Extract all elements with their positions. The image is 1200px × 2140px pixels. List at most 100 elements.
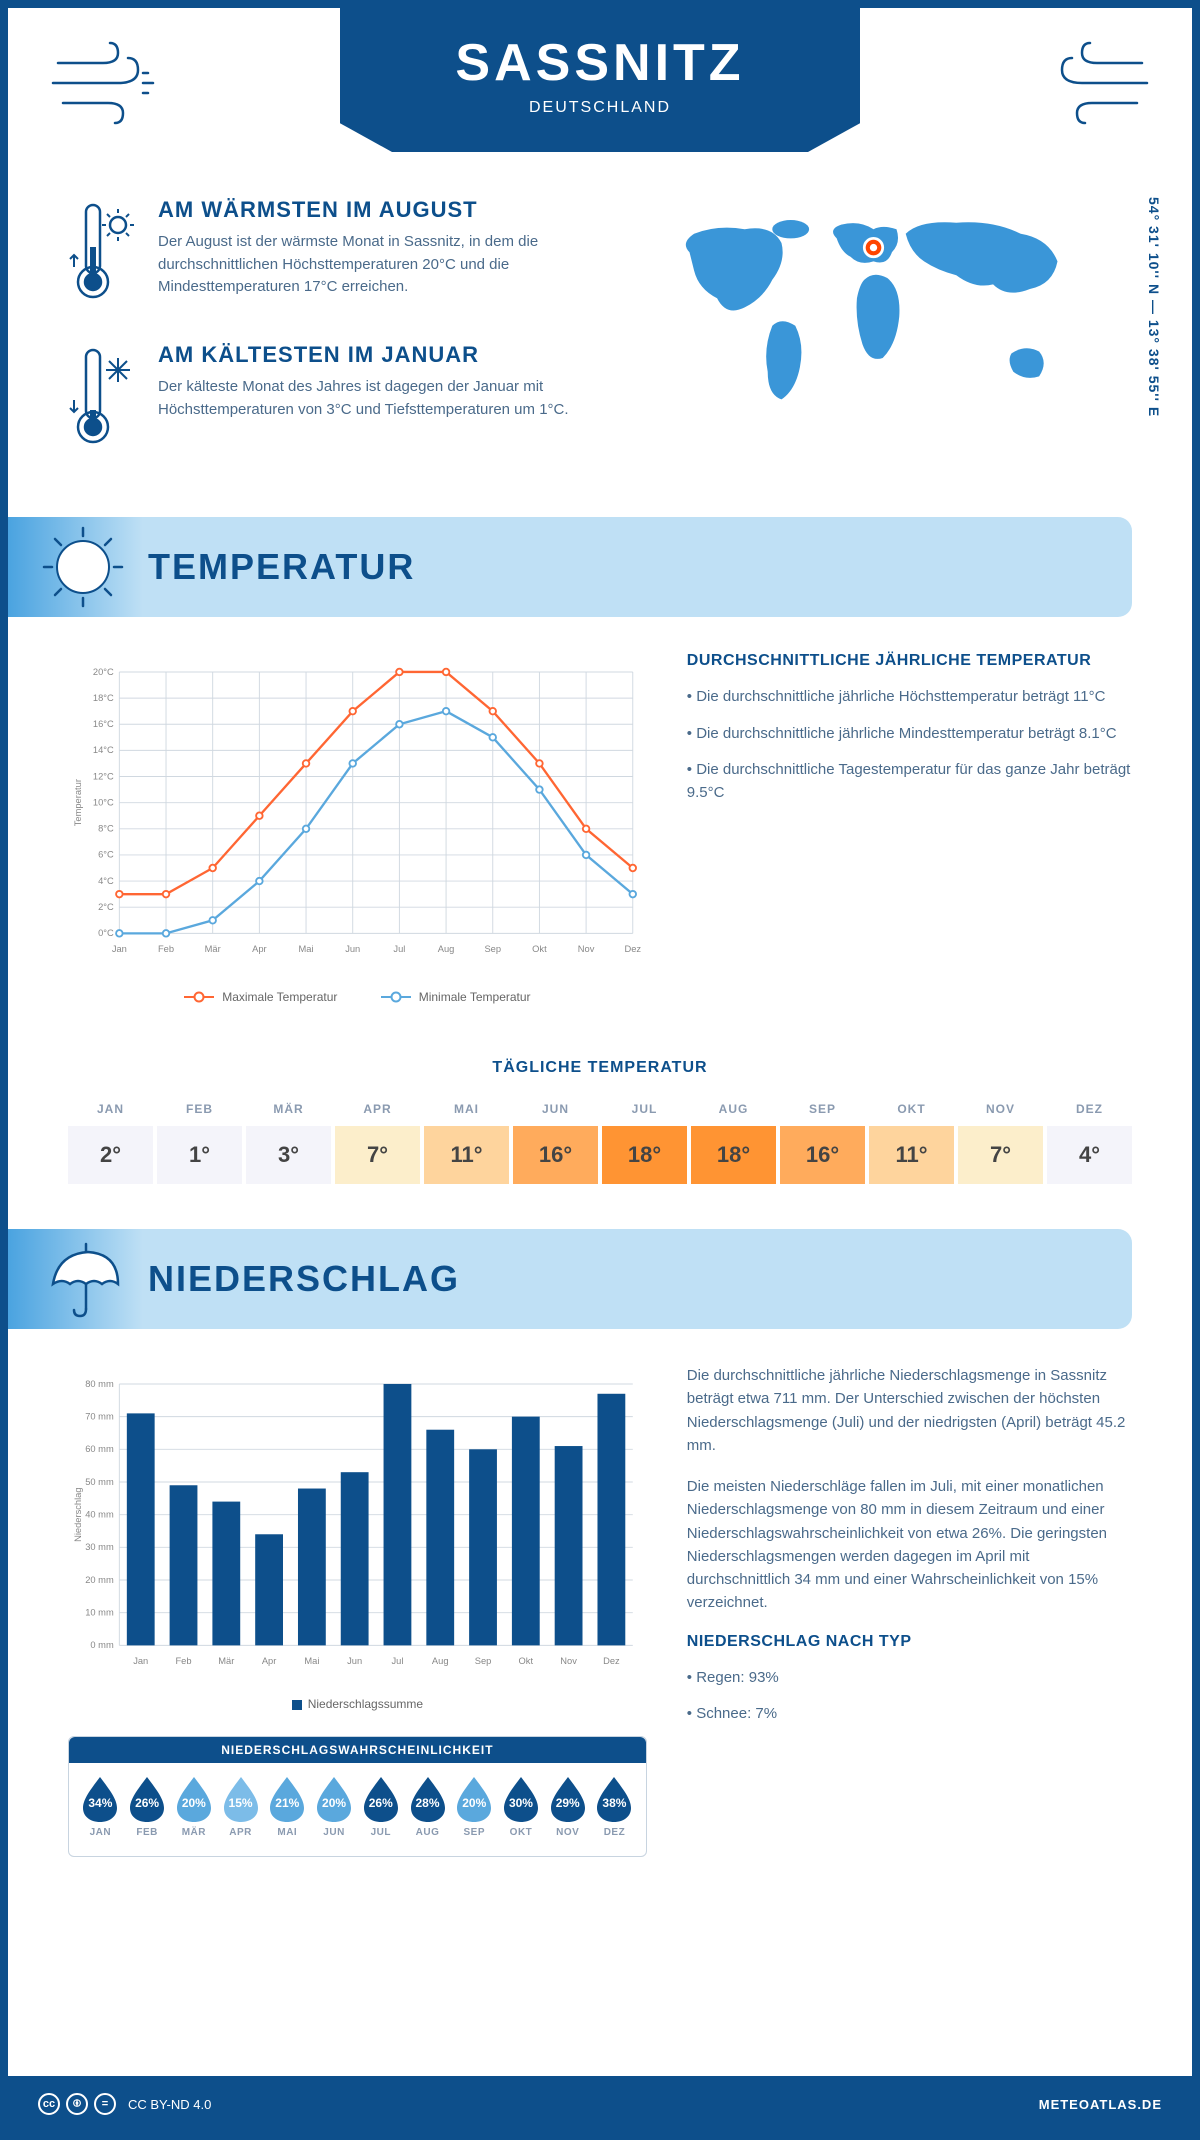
- probability-title: NIEDERSCHLAGSWAHRSCHEINLICHKEIT: [69, 1737, 646, 1763]
- svg-text:Mär: Mär: [205, 944, 221, 954]
- temp-bullet: • Die durchschnittliche Tagestemperatur …: [687, 759, 1132, 804]
- svg-text:70 mm: 70 mm: [85, 1411, 114, 1421]
- site-name: METEOATLAS.DE: [1039, 2097, 1162, 2112]
- probability-item: 26%FEB: [124, 1775, 171, 1838]
- svg-text:Jun: Jun: [347, 1656, 362, 1666]
- svg-text:Jul: Jul: [391, 1656, 403, 1666]
- svg-text:Jan: Jan: [112, 944, 127, 954]
- temp-bullet: • Die durchschnittliche jährliche Mindes…: [687, 723, 1132, 746]
- svg-text:Mai: Mai: [304, 1656, 319, 1666]
- probability-box: NIEDERSCHLAGSWAHRSCHEINLICHKEIT 34%JAN26…: [68, 1736, 647, 1857]
- city-name: SASSNITZ: [360, 33, 840, 93]
- precip-type-bullet: • Schnee: 7%: [687, 1703, 1132, 1726]
- svg-text:Apr: Apr: [252, 944, 267, 954]
- cold-fact-text: Der kälteste Monat des Jahres ist dagege…: [158, 376, 585, 421]
- daily-cell: APR7°: [335, 1092, 420, 1184]
- svg-text:Dez: Dez: [624, 944, 641, 954]
- svg-text:20 mm: 20 mm: [85, 1575, 114, 1585]
- svg-text:80 mm: 80 mm: [85, 1379, 114, 1389]
- precip-legend: Niederschlagssumme: [68, 1697, 647, 1711]
- probability-item: 34%JAN: [77, 1775, 124, 1838]
- svg-text:12°C: 12°C: [93, 771, 114, 781]
- daily-cell: SEP16°: [780, 1092, 865, 1184]
- svg-text:0 mm: 0 mm: [90, 1640, 114, 1650]
- svg-text:2°C: 2°C: [98, 902, 114, 912]
- probability-item: 20%MÄR: [170, 1775, 217, 1838]
- precip-para-2: Die meisten Niederschläge fallen im Juli…: [687, 1475, 1132, 1615]
- title-banner: SASSNITZ DEUTSCHLAND: [340, 8, 860, 152]
- precip-type-bullet: • Regen: 93%: [687, 1667, 1132, 1690]
- daily-cell: FEB1°: [157, 1092, 242, 1184]
- svg-text:10 mm: 10 mm: [85, 1607, 114, 1617]
- svg-text:14°C: 14°C: [93, 745, 114, 755]
- svg-text:16°C: 16°C: [93, 719, 114, 729]
- svg-text:0°C: 0°C: [98, 928, 114, 938]
- svg-text:Niederschlag: Niederschlag: [73, 1487, 83, 1541]
- svg-text:Nov: Nov: [560, 1656, 577, 1666]
- svg-text:30 mm: 30 mm: [85, 1542, 114, 1552]
- svg-text:10°C: 10°C: [93, 797, 114, 807]
- footer: cc🅯= CC BY-ND 4.0 METEOATLAS.DE: [8, 2076, 1192, 2132]
- temperature-section-header: TEMPERATUR: [8, 517, 1132, 617]
- daily-temp-title: TÄGLICHE TEMPERATUR: [8, 1059, 1192, 1077]
- svg-text:Okt: Okt: [532, 944, 547, 954]
- umbrella-icon: [38, 1234, 128, 1324]
- warm-fact-text: Der August ist der wärmste Monat in Sass…: [158, 231, 585, 299]
- svg-text:Feb: Feb: [175, 1656, 191, 1666]
- probability-item: 15%APR: [217, 1775, 264, 1838]
- avg-temp-heading: DURCHSCHNITTLICHE JÄHRLICHE TEMPERATUR: [687, 652, 1132, 670]
- world-map-icon: [615, 197, 1132, 427]
- svg-text:Jul: Jul: [393, 944, 405, 954]
- cc-icons: cc🅯=: [38, 2093, 116, 2115]
- svg-text:Aug: Aug: [432, 1656, 449, 1666]
- daily-temp-table: JAN2°FEB1°MÄR3°APR7°MAI11°JUN16°JUL18°AU…: [68, 1092, 1132, 1184]
- temperature-legend: Maximale Temperatur Minimale Temperatur: [68, 987, 647, 1004]
- svg-text:Dez: Dez: [603, 1656, 620, 1666]
- probability-item: 26%JUL: [357, 1775, 404, 1838]
- daily-cell: AUG18°: [691, 1092, 776, 1184]
- temp-bullet: • Die durchschnittliche jährliche Höchst…: [687, 686, 1132, 709]
- precip-title: NIEDERSCHLAG: [148, 1258, 460, 1300]
- daily-cell: JAN2°: [68, 1092, 153, 1184]
- precip-para-1: Die durchschnittliche jährliche Niedersc…: [687, 1364, 1132, 1457]
- svg-text:4°C: 4°C: [98, 876, 114, 886]
- daily-cell: MÄR3°: [246, 1092, 331, 1184]
- license-text: CC BY-ND 4.0: [128, 2097, 211, 2112]
- thermometer-cold-icon: [68, 342, 138, 457]
- svg-text:40 mm: 40 mm: [85, 1509, 114, 1519]
- probability-item: 20%SEP: [451, 1775, 498, 1838]
- svg-text:Sep: Sep: [484, 944, 501, 954]
- svg-text:Jan: Jan: [133, 1656, 148, 1666]
- wind-icon: [1032, 38, 1152, 128]
- thermometer-hot-icon: [68, 197, 138, 312]
- svg-text:Sep: Sep: [475, 1656, 492, 1666]
- svg-text:50 mm: 50 mm: [85, 1477, 114, 1487]
- precip-type-heading: NIEDERSCHLAG NACH TYP: [687, 1633, 1132, 1651]
- svg-text:Nov: Nov: [578, 944, 595, 954]
- svg-text:18°C: 18°C: [93, 693, 114, 703]
- svg-text:Aug: Aug: [438, 944, 455, 954]
- wind-icon: [48, 38, 168, 128]
- daily-cell: NOV7°: [958, 1092, 1043, 1184]
- precip-bar-chart: 0 mm 10 mm 20 mm 30 mm 40 mm 50 mm 60 mm 70 mm 8…: [68, 1364, 647, 1684]
- sun-icon: [38, 522, 128, 612]
- svg-text:Mär: Mär: [218, 1656, 234, 1666]
- svg-text:60 mm: 60 mm: [85, 1444, 114, 1454]
- daily-cell: MAI11°: [424, 1092, 509, 1184]
- svg-text:Feb: Feb: [158, 944, 174, 954]
- probability-item: 28%AUG: [404, 1775, 451, 1838]
- svg-text:Okt: Okt: [519, 1656, 534, 1666]
- warm-fact-title: AM WÄRMSTEN IM AUGUST: [158, 197, 585, 223]
- daily-cell: DEZ4°: [1047, 1092, 1132, 1184]
- coordinates: 54° 31' 10'' N — 13° 38' 55'' E: [1146, 197, 1162, 417]
- cold-fact-title: AM KÄLTESTEN IM JANUAR: [158, 342, 585, 368]
- daily-cell: OKT11°: [869, 1092, 954, 1184]
- svg-text:6°C: 6°C: [98, 850, 114, 860]
- probability-item: 20%JUN: [311, 1775, 358, 1838]
- temperature-title: TEMPERATUR: [148, 546, 415, 588]
- probability-item: 29%NOV: [544, 1775, 591, 1838]
- precip-section-header: NIEDERSCHLAG: [8, 1229, 1132, 1329]
- probability-item: 21%MAI: [264, 1775, 311, 1838]
- svg-text:20°C: 20°C: [93, 667, 114, 677]
- country-name: DEUTSCHLAND: [360, 99, 840, 117]
